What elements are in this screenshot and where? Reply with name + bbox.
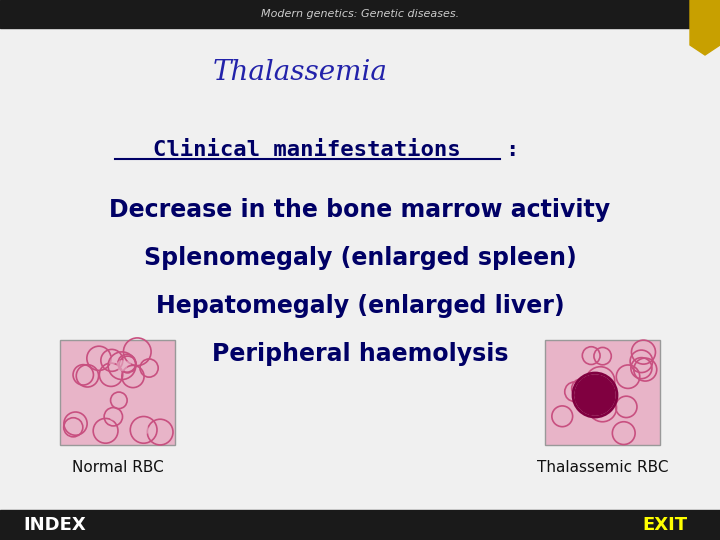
Text: Hepatomegaly (enlarged liver): Hepatomegaly (enlarged liver)	[156, 294, 564, 318]
Circle shape	[69, 423, 77, 431]
Text: EXIT: EXIT	[642, 516, 688, 534]
Text: Decrease in the bone marrow activity: Decrease in the bone marrow activity	[109, 198, 611, 222]
Circle shape	[107, 370, 116, 380]
Text: Modern genetics: Genetic diseases.: Modern genetics: Genetic diseases.	[261, 9, 459, 19]
Circle shape	[128, 372, 138, 381]
Circle shape	[94, 354, 104, 363]
Polygon shape	[690, 0, 720, 55]
Circle shape	[109, 413, 117, 421]
Circle shape	[132, 346, 143, 357]
Text: INDEX: INDEX	[24, 516, 86, 534]
Circle shape	[71, 419, 80, 428]
Bar	[0, 0, 720, 28]
Text: Splenomegaly (enlarged spleen): Splenomegaly (enlarged spleen)	[143, 246, 577, 270]
Text: Peripheral haemolysis: Peripheral haemolysis	[212, 342, 508, 366]
Text: :: :	[505, 140, 518, 160]
Circle shape	[145, 364, 153, 372]
Circle shape	[83, 372, 92, 380]
FancyBboxPatch shape	[545, 340, 660, 445]
Bar	[0, 510, 720, 540]
Circle shape	[79, 371, 87, 379]
Text: Clinical manifestations: Clinical manifestations	[153, 140, 461, 160]
Text: Normal RBC: Normal RBC	[71, 460, 163, 475]
Circle shape	[155, 427, 166, 437]
FancyBboxPatch shape	[60, 340, 175, 445]
Circle shape	[138, 424, 149, 435]
Text: Thalassemia: Thalassemia	[212, 58, 387, 85]
Text: Thalassemic RBC: Thalassemic RBC	[536, 460, 668, 475]
Circle shape	[107, 356, 116, 364]
Circle shape	[117, 360, 127, 371]
Circle shape	[125, 361, 131, 368]
Circle shape	[575, 375, 615, 415]
Circle shape	[123, 360, 130, 367]
Circle shape	[115, 397, 122, 404]
Circle shape	[101, 426, 111, 436]
